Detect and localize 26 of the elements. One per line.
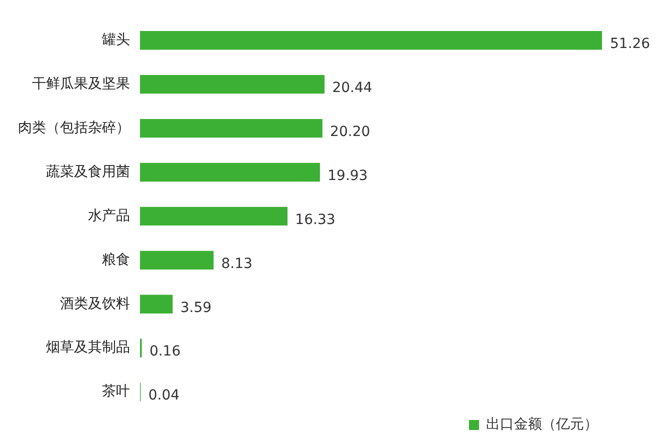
data-label: 19.93 [328,168,368,184]
data-label: 51.26 [610,36,650,52]
y-tick-label: 肉类（包括杂碎） [18,120,130,136]
data-label: 3.59 [180,300,212,316]
bar [140,294,173,314]
bar [140,206,288,226]
y-tick-label: 水产品 [88,208,130,224]
data-label: 0.16 [149,344,181,360]
bar [140,162,320,182]
y-tick-label: 酒类及饮料 [60,296,130,312]
data-label: 16.33 [295,212,336,228]
y-tick-label: 蔬菜及食用菌 [46,164,130,180]
y-tick-label: 罐头 [102,32,130,48]
bar [140,31,602,50]
data-label: 20.44 [332,80,372,96]
bar [140,250,214,270]
y-tick-label: 干鲜瓜果及坚果 [32,76,130,92]
data-label: 0.04 [148,388,180,404]
bar [140,75,325,94]
data-label: 20.20 [330,124,370,140]
data-label: 8.13 [221,256,252,272]
y-tick-label: 茶叶 [102,384,130,400]
y-tick-label: 粮食 [102,252,130,268]
bar [140,118,322,138]
y-tick-label: 烟草及其制品 [46,340,130,356]
legend-label: 出口金额（亿元） [486,416,598,433]
